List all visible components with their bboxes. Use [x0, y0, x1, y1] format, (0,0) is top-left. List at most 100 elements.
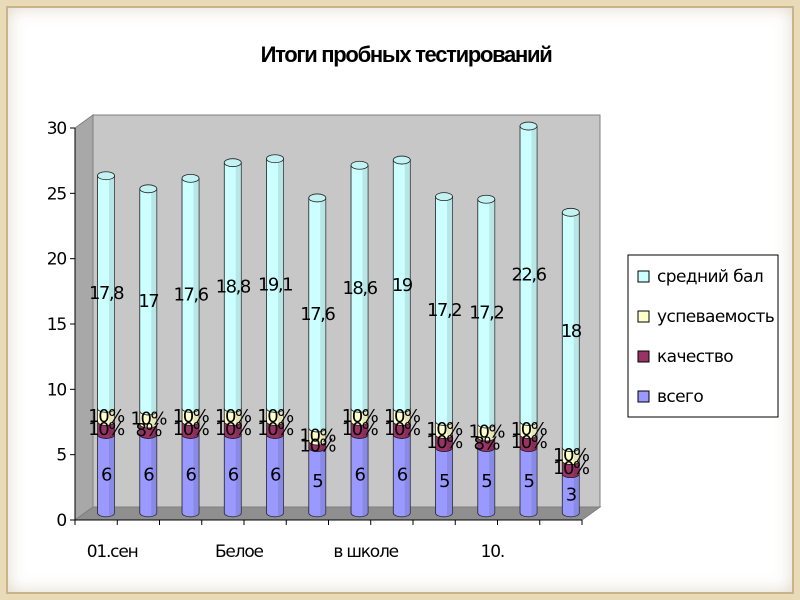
data-label: 6: [228, 465, 239, 486]
bar-body: [139, 410, 158, 429]
data-label: 5: [524, 471, 534, 492]
bar-segment-средний бал: [97, 171, 115, 413]
bar-top: [561, 207, 580, 217]
bar-body: [561, 211, 580, 452]
bar-body: [97, 434, 115, 518]
data-label: 10%: [384, 419, 421, 440]
bar-body: [223, 407, 242, 426]
data-label: 10%: [300, 425, 337, 446]
data-label: 5: [312, 471, 322, 492]
bar-top: [308, 193, 327, 203]
bar-top: [97, 171, 115, 181]
data-label: 19: [392, 275, 413, 296]
legend-box: [627, 254, 779, 418]
bar-shade: [320, 427, 326, 445]
bar-shade: [404, 421, 411, 439]
x-tick-label: Белое: [215, 542, 264, 562]
bar-body: [139, 188, 158, 416]
bar-segment-всего: [97, 430, 115, 518]
data-label: 10%: [553, 458, 590, 479]
bar-body: [266, 434, 284, 518]
bar-shade: [235, 162, 242, 413]
data-label: 10%: [88, 419, 125, 440]
x-tick-label: в школе: [333, 542, 398, 562]
bar-segment-средний бал: [223, 158, 242, 413]
bar-shade: [489, 447, 495, 517]
bar-body: [435, 196, 453, 426]
data-label: 10%: [173, 419, 210, 440]
bar-shade: [362, 408, 369, 426]
data-label: 8%: [135, 420, 162, 441]
bar-shade: [193, 408, 200, 426]
data-label: 10%: [300, 435, 337, 456]
data-label: 6: [355, 465, 366, 486]
bar-shade: [235, 421, 242, 439]
bar-segment-всего: [435, 443, 453, 518]
bar-body: [435, 434, 453, 452]
data-label: 10%: [342, 419, 379, 440]
bars: [97, 121, 580, 518]
bar-shade: [573, 212, 580, 452]
bar-body: [519, 125, 538, 426]
bar-body: [308, 447, 327, 518]
bar-segment-средний бал: [392, 155, 411, 413]
side-wall: [74, 114, 94, 521]
bar-shade: [362, 434, 369, 517]
data-label: 6: [143, 465, 154, 486]
bar-body: [350, 164, 369, 413]
bar-body: [350, 434, 369, 518]
bar-body: [308, 427, 327, 446]
y-tick-label: 10: [47, 380, 67, 400]
bar-body: [477, 198, 496, 429]
bar-shade: [193, 178, 200, 413]
data-label: 10%: [426, 432, 463, 453]
bar-body: [97, 175, 115, 413]
data-label: 18,8: [216, 276, 251, 297]
bar-shade: [404, 434, 411, 517]
legend-label: средний бал: [657, 267, 763, 287]
bar-shade: [320, 197, 326, 432]
bar-shade: [404, 160, 411, 413]
bar-body: [308, 197, 327, 433]
bar-shade: [447, 447, 453, 517]
bar-body: [223, 162, 242, 413]
data-label: 6: [397, 465, 408, 486]
bar-top: [266, 154, 284, 164]
legend-swatch: [637, 310, 650, 323]
bar-shade: [447, 196, 453, 426]
data-label: 17,6: [300, 304, 335, 325]
bar-shade: [151, 188, 157, 415]
bar-shade: [235, 434, 242, 517]
data-label: 10%: [88, 406, 125, 427]
data-label: 5: [481, 471, 491, 492]
data-label: 6: [270, 465, 281, 486]
bar-shade: [447, 421, 453, 439]
data-label: 10%: [426, 419, 463, 440]
bar-body: [435, 420, 453, 439]
data-label: 18: [561, 321, 582, 342]
bar-segment-успеваемость: [266, 403, 284, 426]
bar-shade: [531, 434, 538, 452]
bar-top: [181, 173, 200, 183]
data-label: 17,2: [427, 300, 461, 321]
data-label: 10%: [342, 406, 379, 427]
bar-segment-средний бал: [435, 192, 453, 426]
bar-shade: [362, 165, 369, 413]
bar-shade: [573, 473, 580, 517]
bar-shade: [235, 408, 242, 426]
bar-shade: [278, 158, 284, 413]
data-label: 10%: [511, 419, 548, 440]
bar-body: [435, 447, 453, 518]
bar-shade: [531, 421, 538, 439]
bar-body: [181, 420, 200, 439]
bar-shade: [151, 410, 157, 428]
data-label: 10%: [511, 432, 548, 453]
y-tick-label: 5: [56, 446, 66, 466]
data-label: 10%: [257, 419, 294, 440]
bar-body: [561, 473, 580, 518]
data-label: 22,6: [511, 265, 546, 286]
bar-body: [477, 423, 496, 442]
x-axis: 01.сен Белое в школе 10.: [74, 520, 583, 562]
legend-swatch: [637, 390, 650, 403]
bar-shade: [362, 421, 369, 439]
